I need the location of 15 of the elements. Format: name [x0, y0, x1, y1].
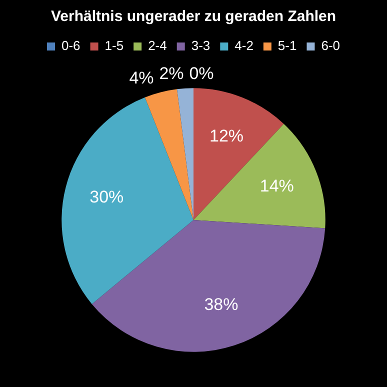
data-label: 30%: [90, 187, 124, 206]
legend-label: 6-0: [321, 38, 340, 54]
legend-label: 4-2: [234, 38, 254, 54]
data-label: 4%: [129, 68, 154, 88]
legend-label: 1-5: [104, 38, 124, 54]
data-label: 12%: [209, 126, 244, 146]
legend-label: 2-4: [148, 38, 167, 54]
legend-label: 3-3: [191, 38, 210, 54]
text: 0%: [189, 64, 214, 83]
data-label: 14%: [260, 176, 294, 196]
chart-title: Verhältnis ungerader zu geraden Zahlen: [50, 8, 336, 26]
data-label: 38%: [204, 294, 238, 314]
data-label: 2%: [159, 64, 184, 84]
legend-label: 0-6: [61, 38, 80, 54]
legend-label: 5-1: [278, 38, 297, 54]
